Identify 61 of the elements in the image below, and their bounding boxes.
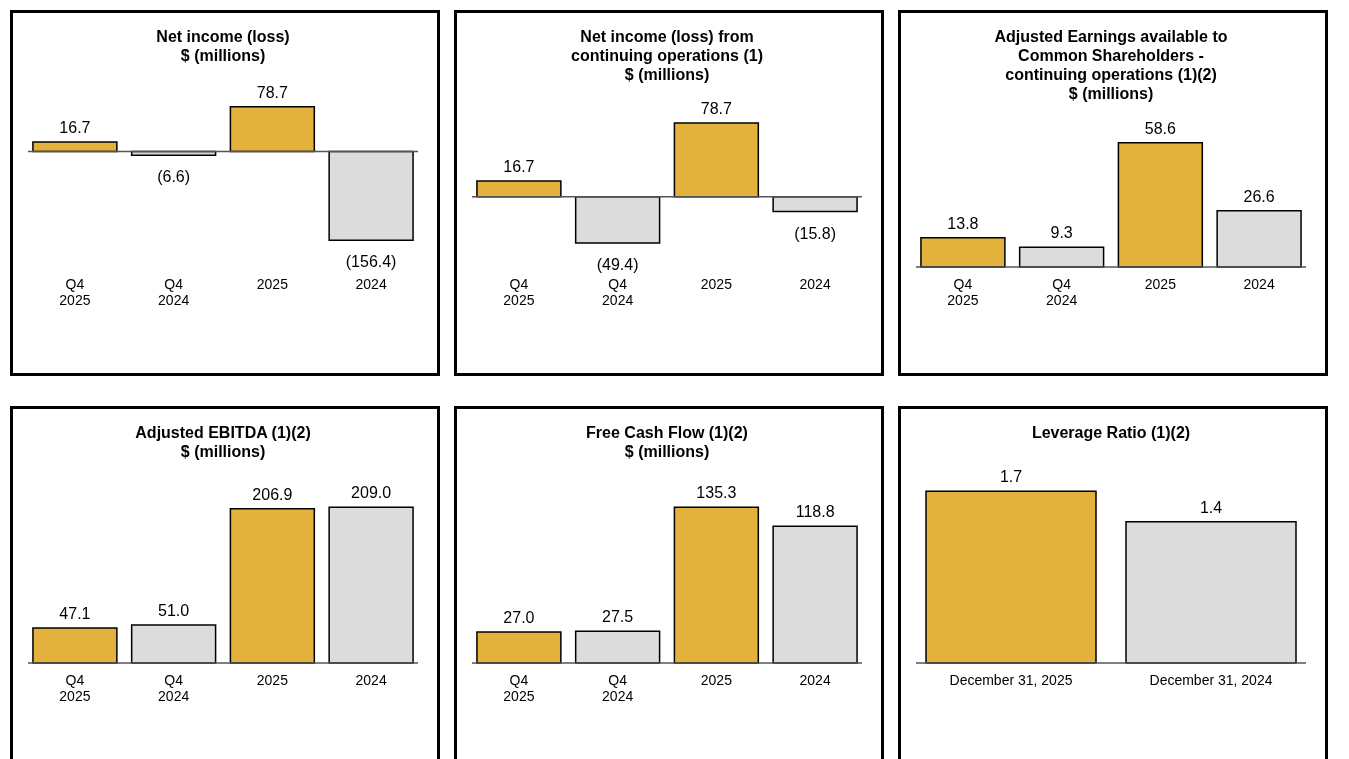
data-label: 27.0 bbox=[503, 608, 535, 626]
data-label: 26.6 bbox=[1243, 187, 1275, 205]
bar bbox=[920, 237, 1006, 268]
data-label: (15.8) bbox=[794, 224, 836, 242]
bar bbox=[673, 506, 760, 664]
x-tick-label: 2024 bbox=[799, 671, 831, 688]
bar bbox=[32, 627, 118, 664]
data-label: (49.4) bbox=[596, 256, 639, 273]
data-label: 16.7 bbox=[503, 158, 535, 176]
chart-title: Free Cash Flow (1)(2) $ (millions) bbox=[586, 424, 748, 460]
data-label: 51.0 bbox=[158, 601, 190, 619]
data-label: 209.0 bbox=[351, 484, 392, 502]
x-tick-label: 2025 bbox=[1144, 275, 1177, 292]
data-label: 1.4 bbox=[1199, 498, 1223, 516]
x-tick-label: Q4 2024 bbox=[158, 275, 190, 308]
bar bbox=[772, 525, 858, 664]
x-tick-label: Q4 2025 bbox=[503, 275, 535, 308]
data-label: 78.7 bbox=[700, 100, 733, 117]
bar bbox=[1117, 142, 1204, 268]
x-tick-label: Q4 2025 bbox=[947, 275, 979, 308]
bar bbox=[130, 624, 217, 664]
chart-title: Adjusted EBITDA (1)(2) $ (millions) bbox=[135, 424, 311, 460]
x-tick-label: 2025 bbox=[700, 275, 733, 292]
x-tick-label: 2024 bbox=[1243, 275, 1275, 292]
data-label: (156.4) bbox=[345, 253, 397, 271]
x-tick-label: Q4 2025 bbox=[59, 671, 91, 704]
x-tick-label: 2025 bbox=[256, 671, 289, 688]
data-label: 135.3 bbox=[696, 484, 737, 502]
bar bbox=[229, 507, 316, 664]
x-tick-label: 2024 bbox=[355, 275, 387, 292]
chart-title: Net income (loss) $ (millions) bbox=[156, 28, 290, 64]
data-label: 9.3 bbox=[1050, 224, 1073, 242]
data-label: 206.9 bbox=[252, 485, 293, 503]
data-label: 1.7 bbox=[999, 468, 1023, 486]
x-tick-label: Q4 2024 bbox=[602, 671, 634, 704]
x-tick-label: Q4 2024 bbox=[602, 275, 634, 308]
chart-title: Net income (loss) from continuing operations (1) $ (millions) bbox=[571, 28, 763, 83]
x-tick-label: 2025 bbox=[256, 275, 289, 292]
data-label: 58.6 bbox=[1144, 119, 1177, 137]
bar bbox=[328, 506, 414, 664]
data-label: 78.7 bbox=[256, 83, 289, 101]
data-label: (6.6) bbox=[157, 168, 191, 186]
data-label: 47.1 bbox=[59, 604, 91, 622]
data-label: 16.7 bbox=[59, 118, 91, 136]
x-tick-label: December 31, 2025 bbox=[949, 671, 1073, 688]
x-tick-label: 2024 bbox=[355, 671, 387, 688]
data-label: 27.5 bbox=[602, 608, 634, 626]
x-tick-label: Q4 2025 bbox=[59, 275, 91, 308]
chart-title: Leverage Ratio (1)(2) bbox=[1031, 424, 1191, 441]
data-label: 13.8 bbox=[947, 214, 979, 232]
x-tick-label: Q4 2025 bbox=[503, 671, 535, 704]
x-tick-label: 2024 bbox=[799, 275, 831, 292]
chart-title: Adjusted Earnings available to Common Shareholders - continuing operations (1)(2) $ (millions) bbox=[994, 28, 1228, 102]
x-tick-label: 2025 bbox=[700, 671, 733, 688]
x-tick-label: Q4 2024 bbox=[1046, 275, 1078, 308]
x-tick-label: December 31, 2024 bbox=[1149, 671, 1273, 688]
bar bbox=[476, 631, 562, 664]
data-label: 118.8 bbox=[795, 503, 835, 521]
x-tick-label: Q4 2024 bbox=[158, 671, 190, 704]
bar bbox=[574, 630, 661, 664]
bar bbox=[1216, 209, 1302, 268]
